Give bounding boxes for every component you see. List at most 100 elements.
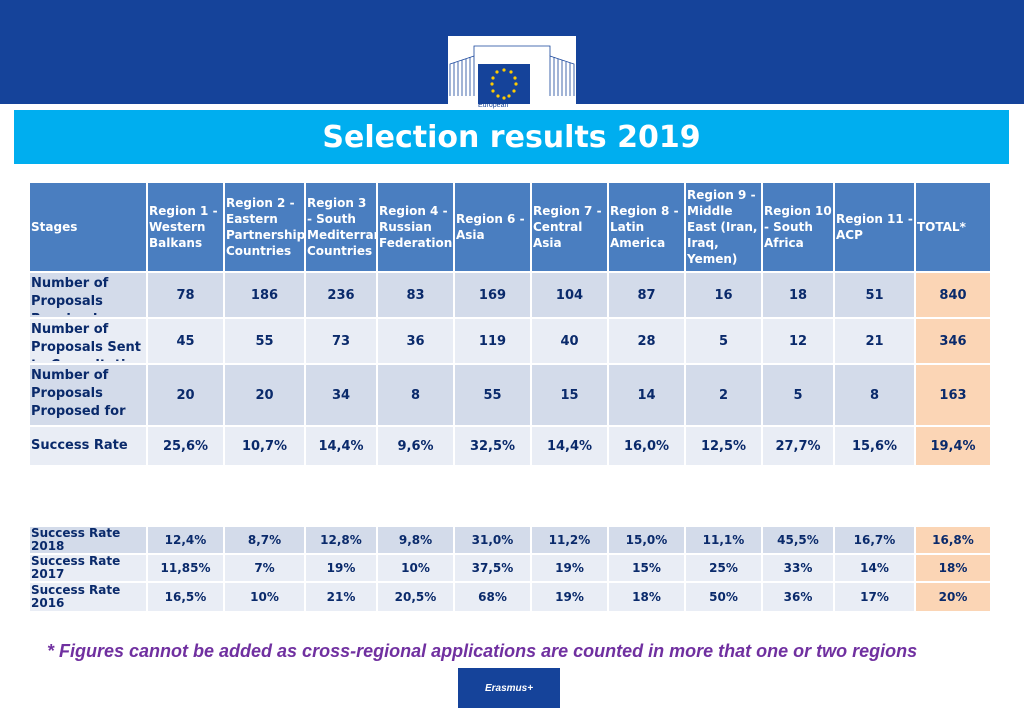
table-cell: 40 bbox=[530, 317, 609, 365]
table-row: Success Rate 25,6% 10,7% 14,4% 9,6% 32,5… bbox=[28, 425, 992, 467]
table-cell: 12,8% bbox=[304, 525, 378, 555]
table-cell: 9,6% bbox=[376, 425, 455, 467]
table-cell: 51 bbox=[833, 271, 916, 319]
row-label-text: Number of Proposals Received bbox=[31, 276, 109, 315]
column-header-total: TOTAL* bbox=[914, 181, 992, 273]
european-commission-logo: European bbox=[448, 36, 576, 110]
row-label: Success Rate 2016 bbox=[28, 581, 148, 613]
table-cell: 12 bbox=[761, 317, 835, 365]
title-bar: Selection results 2019 bbox=[14, 110, 1009, 164]
table-cell: 73 bbox=[304, 317, 378, 365]
footnote: * Figures cannot be added as cross-regio… bbox=[47, 641, 918, 661]
table-cell: 14,4% bbox=[530, 425, 609, 467]
row-label-text: Number of Proposals Proposed for Funding bbox=[31, 368, 126, 423]
table-cell: 20 bbox=[223, 363, 306, 427]
footer-label: Erasmus+ bbox=[484, 682, 534, 694]
table-cell: 55 bbox=[453, 363, 532, 427]
table-cell: 68% bbox=[453, 581, 532, 613]
table-cell: 8 bbox=[833, 363, 916, 427]
table-cell: 45 bbox=[146, 317, 225, 365]
row-label: Success Rate 2018 bbox=[28, 525, 148, 555]
table-cell: 15% bbox=[607, 553, 686, 583]
row-label: Success Rate bbox=[28, 425, 148, 467]
table-cell: 10% bbox=[376, 553, 455, 583]
table-row: Number of Proposals Received 78 186 236 … bbox=[28, 271, 992, 319]
total-cell: 346 bbox=[914, 317, 992, 365]
table-cell: 78 bbox=[146, 271, 225, 319]
table-cell: 16 bbox=[684, 271, 763, 319]
table-header-row: Stages Region 1 - Western Balkans Region… bbox=[28, 181, 992, 273]
table-cell: 7% bbox=[223, 553, 306, 583]
row-label: Number of Proposals Sent to Consultation bbox=[28, 317, 148, 365]
table-cell: 5 bbox=[761, 363, 835, 427]
column-header: Region 7 - Central Asia bbox=[530, 181, 609, 273]
table-cell: 36% bbox=[761, 581, 835, 613]
table-cell: 50% bbox=[684, 581, 763, 613]
table-cell: 27,7% bbox=[761, 425, 835, 467]
table-cell: 34 bbox=[304, 363, 378, 427]
table-cell: 18% bbox=[607, 581, 686, 613]
page-title: Selection results 2019 bbox=[322, 119, 701, 155]
table-cell: 37,5% bbox=[453, 553, 532, 583]
table-cell: 11,85% bbox=[146, 553, 225, 583]
table-cell: 19% bbox=[530, 581, 609, 613]
table-row: Success Rate 2017 11,85% 7% 19% 10% 37,5… bbox=[28, 553, 992, 583]
table-cell: 10,7% bbox=[223, 425, 306, 467]
table-cell: 15,0% bbox=[607, 525, 686, 555]
table-cell: 14,4% bbox=[304, 425, 378, 467]
table-cell: 83 bbox=[376, 271, 455, 319]
row-label-text: Number of Proposals Sent to Consultation bbox=[31, 322, 144, 361]
table-cell: 12,4% bbox=[146, 525, 225, 555]
footer-badge: Erasmus+ bbox=[458, 668, 560, 708]
table-row: Success Rate 2016 16,5% 10% 21% 20,5% 68… bbox=[28, 581, 992, 613]
total-cell: 18% bbox=[914, 553, 992, 583]
total-cell: 163 bbox=[914, 363, 992, 427]
table-cell: 18 bbox=[761, 271, 835, 319]
column-header: Region 2 - Eastern Partnership Countries bbox=[223, 181, 306, 273]
column-header: Region 6 - Asia bbox=[453, 181, 532, 273]
total-cell: 840 bbox=[914, 271, 992, 319]
table-cell: 5 bbox=[684, 317, 763, 365]
column-header: Region 4 - Russian Federation bbox=[376, 181, 455, 273]
table-cell: 17% bbox=[833, 581, 916, 613]
table-cell: 33% bbox=[761, 553, 835, 583]
table-cell: 36 bbox=[376, 317, 455, 365]
table-cell: 20 bbox=[146, 363, 225, 427]
table-cell: 16,5% bbox=[146, 581, 225, 613]
table-cell: 14% bbox=[833, 553, 916, 583]
table-cell: 21% bbox=[304, 581, 378, 613]
table-cell: 11,1% bbox=[684, 525, 763, 555]
logo-text: European bbox=[478, 102, 509, 109]
column-header: Stages bbox=[28, 181, 148, 273]
previous-success-rates-table: Success Rate 2018 12,4% 8,7% 12,8% 9,8% … bbox=[28, 525, 992, 613]
table-cell: 25,6% bbox=[146, 425, 225, 467]
table-cell: 20,5% bbox=[376, 581, 455, 613]
table-cell: 45,5% bbox=[761, 525, 835, 555]
total-cell: 19,4% bbox=[914, 425, 992, 467]
table-cell: 28 bbox=[607, 317, 686, 365]
table-cell: 15,6% bbox=[833, 425, 916, 467]
table-cell: 19% bbox=[304, 553, 378, 583]
table-cell: 104 bbox=[530, 271, 609, 319]
table-row: Success Rate 2018 12,4% 8,7% 12,8% 9,8% … bbox=[28, 525, 992, 555]
row-label: Success Rate 2017 bbox=[28, 553, 148, 583]
table-cell: 2 bbox=[684, 363, 763, 427]
table-cell: 32,5% bbox=[453, 425, 532, 467]
column-header: Region 8 - Latin America bbox=[607, 181, 686, 273]
table-cell: 119 bbox=[453, 317, 532, 365]
row-label: Number of Proposals Proposed for Funding bbox=[28, 363, 148, 427]
column-header: Region 3 - South Mediterranean Countries bbox=[304, 181, 378, 273]
table-cell: 9,8% bbox=[376, 525, 455, 555]
table-cell: 11,2% bbox=[530, 525, 609, 555]
column-header: Region 1 - Western Balkans bbox=[146, 181, 225, 273]
table-cell: 8,7% bbox=[223, 525, 306, 555]
column-header: Region 10 - South Africa bbox=[761, 181, 835, 273]
total-cell: 16,8% bbox=[914, 525, 992, 555]
selection-results-table: Stages Region 1 - Western Balkans Region… bbox=[28, 181, 992, 467]
table-cell: 236 bbox=[304, 271, 378, 319]
table-cell: 21 bbox=[833, 317, 916, 365]
table-cell: 16,7% bbox=[833, 525, 916, 555]
table-row: Number of Proposals Sent to Consultation… bbox=[28, 317, 992, 365]
table-cell: 31,0% bbox=[453, 525, 532, 555]
table-cell: 25% bbox=[684, 553, 763, 583]
